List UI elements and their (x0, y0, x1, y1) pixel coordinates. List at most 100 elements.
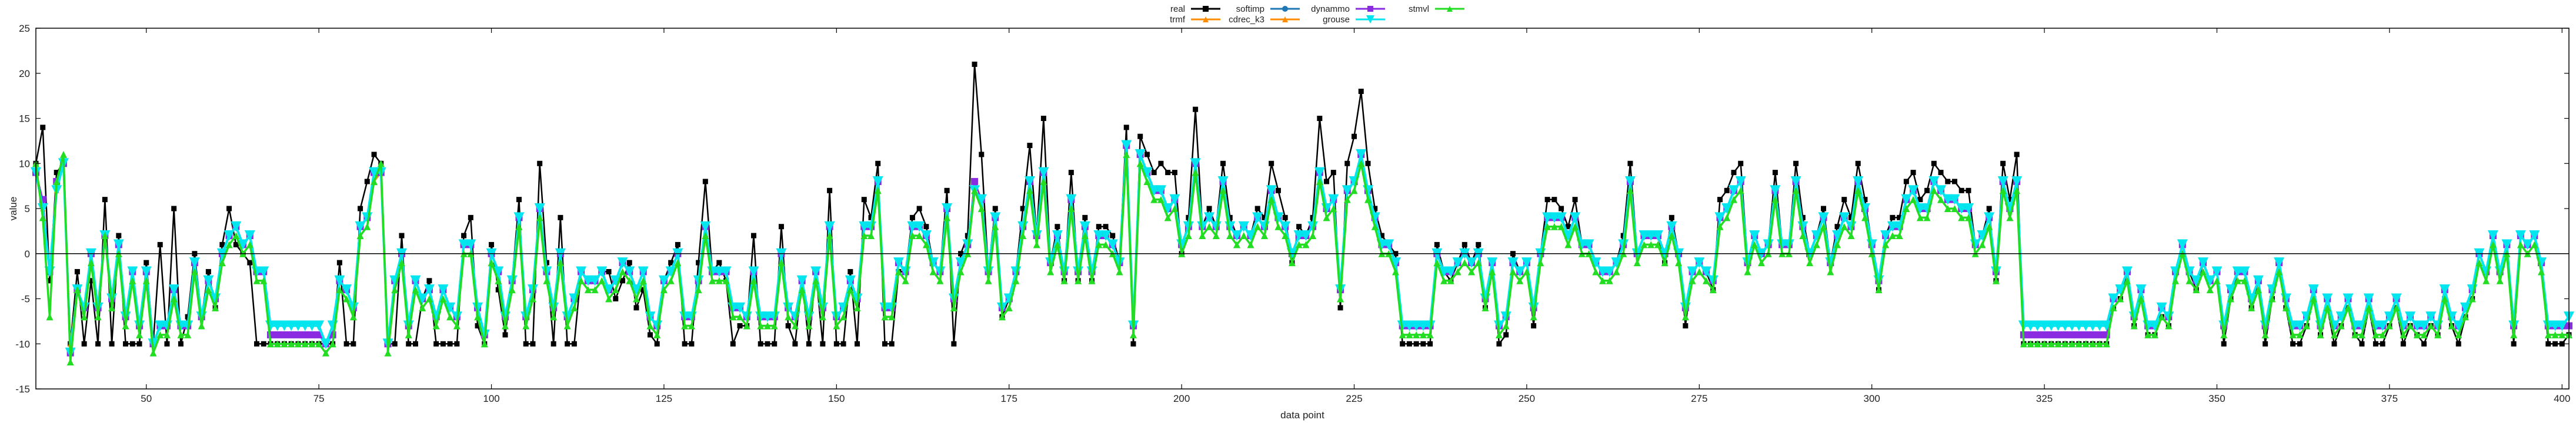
point-grouse-42 (320, 338, 331, 350)
point-stmvl-240 (1689, 277, 1696, 284)
point-grouse-168 (1190, 158, 1201, 169)
point-real-44 (336, 260, 342, 266)
point-real-365 (2552, 341, 2558, 347)
point-grouse-122 (872, 176, 883, 187)
point-real-346 (2421, 341, 2427, 347)
point-real-102 (737, 323, 743, 329)
point-grouse-342 (2391, 293, 2402, 304)
point-stmvl-165 (1171, 205, 1179, 212)
point-stmvl-25 (205, 286, 212, 294)
point-stmvl-17 (149, 349, 157, 357)
point-real-3 (54, 170, 59, 176)
point-stmvl-155 (1102, 241, 1110, 249)
point-stmvl-147 (1047, 268, 1055, 276)
series-layer (31, 61, 2574, 365)
point-grouse-362 (2529, 230, 2540, 241)
point-stmvl-76 (556, 259, 564, 267)
point-grouse-299 (2094, 320, 2105, 331)
point-stmvl-131 (936, 277, 944, 284)
point-dynammo-297 (2082, 331, 2090, 338)
axis-layer: 50 75 100 125 150 175 200 225 250 275 300 325 350 375… (15, 23, 2570, 404)
point-stmvl-97 (702, 232, 709, 240)
point-stmvl-50 (377, 160, 385, 167)
point-stmvl-179 (1267, 196, 1275, 203)
point-real-366 (2559, 341, 2565, 347)
point-stmvl-278 (1951, 205, 1958, 212)
point-stmvl-197 (1392, 268, 1399, 276)
point-real-112 (806, 341, 812, 347)
point-stmvl-237 (1668, 232, 1676, 240)
point-grouse-164 (1162, 203, 1173, 214)
point-stmvl-268 (1882, 241, 1890, 249)
point-grouse-358 (2501, 239, 2512, 250)
point-real-150 (1068, 170, 1074, 176)
point-grouse-83 (603, 284, 615, 296)
point-grouse-269 (1887, 221, 1898, 232)
point-stmvl-184 (1302, 241, 1310, 249)
point-grouse-192 (1356, 149, 1367, 160)
point-stmvl-56 (419, 304, 426, 311)
point-stmvl-330 (2310, 295, 2317, 303)
legend-marker-softimp (1282, 6, 1288, 12)
point-grouse-208 (1466, 257, 1477, 268)
point-stmvl-161 (1143, 177, 1151, 185)
point-stmvl-72 (529, 295, 536, 303)
point-stmvl-258 (1813, 241, 1820, 249)
point-stmvl-136 (971, 187, 979, 194)
point-stmvl-31 (246, 241, 253, 249)
point-grouse-177 (1252, 212, 1263, 223)
point-grouse-15 (134, 320, 145, 331)
point-grouse-291 (2039, 320, 2050, 331)
point-real-190 (1344, 160, 1350, 166)
point-grouse-36 (279, 320, 290, 331)
point-stmvl-366 (2558, 331, 2566, 338)
point-stmvl-247 (1737, 187, 1744, 194)
point-grouse-205 (1445, 266, 1456, 277)
point-stmvl-353 (2468, 295, 2476, 303)
point-grouse-276 (1936, 185, 1947, 196)
point-real-66 (489, 241, 495, 247)
point-real-203 (1434, 241, 1440, 247)
point-stmvl-347 (2427, 322, 2435, 330)
point-real-272 (1910, 170, 1916, 176)
point-real-29 (233, 241, 239, 247)
point-stmvl-121 (867, 232, 875, 240)
point-stmvl-145 (1033, 241, 1040, 249)
point-grouse-120 (859, 221, 870, 232)
point-real-124 (889, 341, 895, 347)
point-grouse-55 (410, 275, 421, 286)
point-grouse-222 (1563, 230, 1574, 241)
point-grouse-297 (2080, 320, 2091, 331)
point-real-64 (475, 323, 481, 329)
point-stmvl-324 (2268, 295, 2276, 303)
x-tick-label-10: 300 (1864, 393, 1880, 404)
point-grouse-280 (1963, 203, 1974, 214)
point-stmvl-34 (267, 340, 275, 348)
point-stmvl-123 (881, 313, 889, 321)
point-stmvl-318 (2227, 295, 2234, 303)
point-stmvl-45 (343, 295, 351, 303)
point-real-118 (847, 268, 853, 274)
point-stmvl-151 (1075, 277, 1082, 284)
point-grouse-160 (1134, 149, 1146, 160)
point-stmvl-88 (639, 277, 647, 284)
point-stmvl-84 (612, 286, 619, 294)
point-real-108 (778, 224, 784, 230)
point-real-173 (1227, 214, 1233, 220)
point-real-364 (2545, 341, 2551, 347)
point-grouse-316 (2211, 266, 2223, 277)
point-real-220 (1551, 197, 1557, 203)
legend-label-cdrec_k3: cdrec_k3 (1229, 15, 1264, 25)
point-real-28 (226, 206, 232, 212)
point-grouse-31 (244, 230, 255, 241)
point-grouse-320 (2239, 266, 2250, 277)
point-stmvl-23 (191, 268, 198, 276)
point-stmvl-354 (2475, 259, 2483, 267)
point-real-200 (1413, 341, 1419, 347)
point-real-245 (1724, 187, 1730, 193)
point-grouse-18 (155, 320, 166, 331)
point-grouse-181 (1280, 221, 1291, 232)
point-dynammo-290 (2034, 331, 2041, 338)
point-stmvl-352 (2461, 313, 2469, 321)
point-stmvl-110 (791, 322, 799, 330)
